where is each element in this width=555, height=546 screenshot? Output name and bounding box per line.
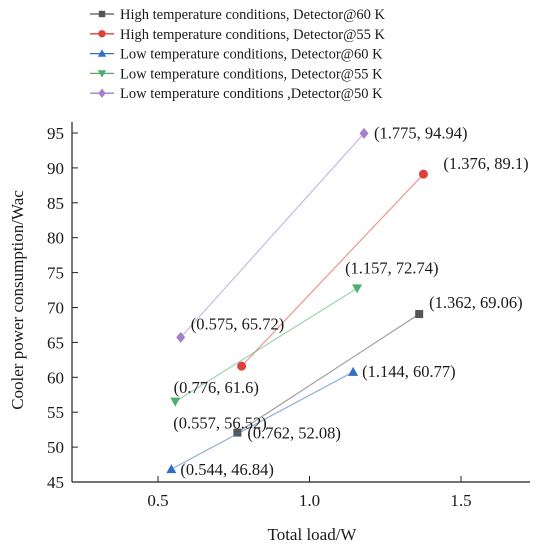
y-tick-label: 60 bbox=[47, 368, 64, 387]
y-tick-label: 55 bbox=[47, 403, 64, 422]
series-line bbox=[174, 287, 358, 403]
y-tick-label: 45 bbox=[47, 473, 64, 492]
legend-item: Low temperature conditions, Detector@60 … bbox=[90, 47, 383, 63]
y-tick-label: 85 bbox=[47, 194, 64, 213]
series-layer bbox=[166, 127, 428, 474]
data-label: (0.776, 61.6) bbox=[174, 378, 259, 397]
series-line bbox=[180, 133, 365, 338]
y-tick-label: 80 bbox=[47, 229, 64, 248]
series-line bbox=[241, 173, 424, 367]
legend-item: Low temperature conditions ,Detector@50 … bbox=[90, 86, 383, 102]
legend-marker bbox=[98, 30, 106, 38]
data-label: (1.362, 69.06) bbox=[429, 293, 523, 312]
series-line bbox=[171, 371, 354, 470]
y-tick-label: 75 bbox=[47, 264, 64, 283]
axes: 45 50 55 60 65 70 75 80 85 90 95 0.5 1.0 1.5 bbox=[47, 122, 530, 510]
data-labels: (0.762, 52.08) (1.362, 69.06) (0.776, 61.6… bbox=[173, 123, 528, 479]
series-line bbox=[237, 313, 420, 434]
data-point bbox=[348, 366, 359, 376]
data-point bbox=[170, 397, 181, 407]
series-2 bbox=[237, 169, 428, 371]
data-point bbox=[415, 310, 424, 319]
series-5 bbox=[176, 127, 369, 343]
legend-label: Low temperature conditions, Detector@60 … bbox=[120, 47, 383, 63]
y-tick-label: 70 bbox=[47, 299, 64, 318]
data-label: (1.775, 94.94) bbox=[374, 123, 468, 142]
data-label: (1.144, 60.77) bbox=[362, 362, 456, 381]
legend-item: Low temperature conditions, Detector@55 … bbox=[90, 66, 383, 82]
data-label: (0.762, 52.08) bbox=[247, 424, 340, 443]
y-axis-title: Cooler power consumption/Wac bbox=[8, 190, 27, 410]
data-label: (1.157, 72.74) bbox=[345, 258, 439, 277]
legend-item: High temperature conditions, Detector@60… bbox=[90, 7, 386, 23]
data-label: (0.557, 56.52) bbox=[173, 414, 267, 433]
legend-marker bbox=[98, 10, 106, 18]
x-tick-label: 0.5 bbox=[147, 491, 168, 510]
x-tick-label: 1.5 bbox=[450, 491, 471, 510]
data-label: (0.575, 65.72) bbox=[191, 314, 285, 333]
series-1 bbox=[233, 310, 424, 437]
y-tick-label: 65 bbox=[47, 333, 64, 352]
data-point bbox=[418, 169, 428, 179]
data-point bbox=[359, 127, 369, 139]
data-point bbox=[237, 361, 247, 371]
x-axis-title: Total load/W bbox=[268, 525, 358, 544]
data-label: (1.376, 89.1) bbox=[443, 154, 528, 173]
legend-label: High temperature conditions, Detector@60… bbox=[120, 7, 386, 23]
legend-marker bbox=[97, 49, 107, 57]
legend-marker bbox=[97, 70, 107, 78]
x-tick-label: 1.0 bbox=[299, 491, 320, 510]
data-point bbox=[176, 331, 186, 343]
data-label: (0.544, 46.84) bbox=[180, 460, 274, 479]
data-point bbox=[352, 284, 363, 294]
legend: High temperature conditions, Detector@60… bbox=[90, 7, 386, 102]
legend-label: Low temperature conditions ,Detector@50 … bbox=[120, 86, 383, 102]
legend-item: High temperature conditions, Detector@55… bbox=[90, 27, 386, 43]
series-3 bbox=[166, 366, 359, 474]
data-point bbox=[233, 428, 242, 437]
legend-marker bbox=[98, 88, 106, 98]
y-tick-label: 90 bbox=[47, 159, 64, 178]
data-point bbox=[166, 464, 177, 474]
y-tick-label: 50 bbox=[47, 438, 64, 457]
y-tick-label: 95 bbox=[47, 124, 64, 143]
legend-label: Low temperature conditions, Detector@55 … bbox=[120, 66, 383, 82]
series-4 bbox=[170, 284, 363, 407]
legend-label: High temperature conditions, Detector@55… bbox=[120, 27, 386, 43]
